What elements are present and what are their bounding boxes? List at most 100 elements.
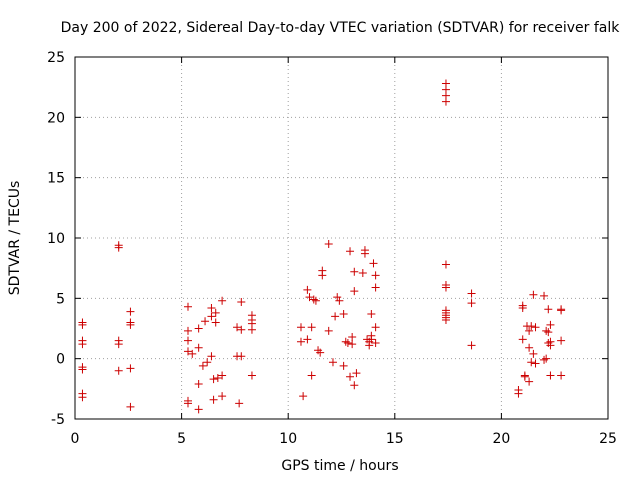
- data-point: [303, 335, 312, 344]
- data-point: [529, 349, 538, 358]
- data-point: [209, 395, 218, 404]
- x-tick-label: 20: [492, 431, 510, 447]
- data-point: [358, 268, 367, 277]
- data-point: [188, 349, 197, 358]
- data-point: [371, 271, 380, 280]
- x-tick-label: 0: [71, 431, 80, 447]
- data-point: [352, 369, 361, 378]
- data-point: [518, 335, 527, 344]
- axis-ticks: [74, 56, 609, 420]
- data-point: [441, 283, 450, 292]
- data-point: [369, 259, 378, 268]
- data-point: [540, 291, 549, 300]
- data-point: [441, 316, 450, 325]
- data-point: [542, 326, 551, 335]
- data-point: [348, 332, 357, 341]
- data-point: [183, 347, 192, 356]
- data-point: [367, 310, 376, 319]
- data-point: [346, 372, 355, 381]
- data-point: [316, 348, 325, 357]
- chart-title: Day 200 of 2022, Sidereal Day-to-day VTE…: [61, 20, 621, 36]
- data-point: [207, 352, 216, 361]
- x-tick-label: 10: [279, 431, 297, 447]
- data-point: [126, 402, 135, 411]
- data-point: [194, 380, 203, 389]
- data-point: [237, 325, 246, 334]
- data-point: [346, 247, 355, 256]
- data-point: [525, 326, 534, 335]
- data-point: [296, 323, 305, 332]
- grid: [75, 57, 608, 419]
- data-point: [324, 240, 333, 249]
- data-point: [198, 361, 207, 370]
- data-point: [367, 335, 376, 344]
- data-points: [78, 79, 566, 414]
- data-point: [525, 377, 534, 386]
- data-point: [78, 340, 87, 349]
- data-point: [540, 355, 549, 364]
- data-point: [467, 341, 476, 350]
- x-tick-label: 25: [599, 431, 617, 447]
- data-point: [126, 320, 135, 329]
- data-point: [183, 336, 192, 345]
- data-point: [348, 340, 357, 349]
- y-tick-label: 5: [56, 291, 65, 307]
- data-point: [126, 364, 135, 373]
- data-point: [529, 290, 538, 299]
- y-axis-label: SDTVAR / TECUs: [7, 181, 23, 296]
- data-point: [371, 323, 380, 332]
- data-point: [235, 399, 244, 408]
- x-tick-labels: 0 5 10 15 20 25: [71, 431, 617, 447]
- y-tick-label: 25: [47, 50, 65, 66]
- data-point: [78, 365, 87, 374]
- y-tick-labels: -5 0 5 10 15 20 25: [47, 50, 65, 428]
- x-axis-label: GPS time / hours: [281, 458, 398, 474]
- data-point: [247, 325, 256, 334]
- data-point: [527, 358, 536, 367]
- data-point: [371, 283, 380, 292]
- data-point: [211, 308, 220, 317]
- data-point: [544, 328, 553, 337]
- data-point: [350, 381, 359, 390]
- data-point: [518, 303, 527, 312]
- data-point: [546, 371, 555, 380]
- data-point: [343, 338, 352, 347]
- data-point: [183, 399, 192, 408]
- y-tick-label: 0: [56, 352, 65, 368]
- data-point: [114, 366, 123, 375]
- x-tick-label: 15: [386, 431, 404, 447]
- data-point: [183, 302, 192, 311]
- data-point: [324, 326, 333, 335]
- data-point: [209, 375, 218, 384]
- data-point: [299, 392, 308, 401]
- data-point: [339, 310, 348, 319]
- data-point: [441, 97, 450, 106]
- data-point: [542, 354, 551, 363]
- data-point: [207, 312, 216, 321]
- data-point: [233, 323, 242, 332]
- data-point: [211, 318, 220, 327]
- data-point: [201, 317, 210, 326]
- data-point: [307, 371, 316, 380]
- data-point: [311, 296, 320, 305]
- data-point: [546, 320, 555, 329]
- data-point: [203, 358, 212, 367]
- data-point: [218, 371, 227, 380]
- data-point: [350, 267, 359, 276]
- data-point: [126, 307, 135, 316]
- data-point: [514, 389, 523, 398]
- data-point: [335, 296, 344, 305]
- data-point: [467, 289, 476, 298]
- data-point: [360, 249, 369, 258]
- data-point: [318, 271, 327, 280]
- data-point: [331, 312, 340, 321]
- data-point: [78, 320, 87, 329]
- data-point: [194, 343, 203, 352]
- data-point: [183, 326, 192, 335]
- data-point: [213, 373, 222, 382]
- data-point: [218, 392, 227, 401]
- data-point: [78, 393, 87, 402]
- data-point: [525, 343, 534, 352]
- data-point: [341, 337, 350, 346]
